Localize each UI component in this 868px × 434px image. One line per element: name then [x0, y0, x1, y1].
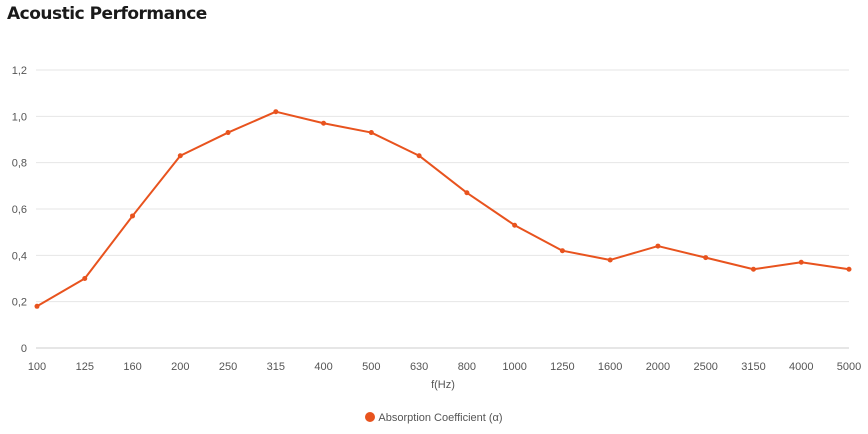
x-tick-label: 100	[28, 361, 46, 373]
x-tick-label: 400	[314, 361, 332, 373]
y-tick-label: 0	[21, 343, 27, 355]
data-point	[703, 255, 709, 261]
y-tick-label: 1,0	[12, 111, 27, 123]
data-point	[512, 222, 518, 228]
data-point	[34, 303, 40, 309]
data-point	[798, 259, 804, 265]
data-point	[607, 257, 613, 263]
legend-label: Absorption Coefficient (α)	[378, 412, 503, 424]
x-tick-label: 200	[171, 361, 189, 373]
data-point	[225, 130, 231, 136]
data-point	[130, 213, 136, 219]
data-point	[82, 276, 88, 281]
x-tick-label: 2000	[646, 361, 670, 373]
x-tick-label: 160	[123, 361, 141, 373]
x-tick-label: 1600	[598, 361, 622, 373]
legend: Absorption Coefficient (α)	[0, 412, 868, 424]
x-tick-label: 1000	[502, 361, 526, 373]
x-tick-label: 315	[267, 361, 285, 373]
legend-marker	[365, 412, 376, 422]
y-tick-label: 0,2	[12, 297, 27, 309]
data-point	[655, 243, 661, 249]
data-point	[750, 266, 756, 272]
x-tick-label: 250	[219, 361, 237, 373]
data-point	[846, 266, 852, 272]
y-tick-label: 0,8	[12, 158, 27, 170]
data-point	[368, 130, 374, 136]
x-tick-label: 630	[410, 361, 428, 373]
x-axis-label: f(Hz)	[431, 379, 455, 391]
x-tick-label: 500	[362, 361, 380, 373]
x-tick-label: 5000	[837, 361, 861, 373]
data-point	[559, 248, 565, 254]
data-point	[321, 120, 327, 126]
y-tick-label: 0,6	[12, 204, 27, 216]
x-tick-label: 800	[458, 361, 476, 373]
data-point	[416, 153, 422, 159]
data-point	[273, 109, 279, 115]
data-point	[464, 190, 470, 196]
series-line	[36, 110, 850, 308]
chart-title: Acoustic Performance	[7, 4, 207, 24]
x-tick-label: 4000	[789, 361, 813, 373]
data-point	[177, 153, 183, 159]
x-tick-label: 125	[76, 361, 94, 373]
x-tick-label: 3150	[741, 361, 765, 373]
x-tick-label: 2500	[693, 361, 717, 373]
y-tick-label: 1,2	[12, 65, 27, 77]
y-tick-label: 0,4	[12, 250, 27, 262]
x-tick-label: 1250	[550, 361, 574, 373]
